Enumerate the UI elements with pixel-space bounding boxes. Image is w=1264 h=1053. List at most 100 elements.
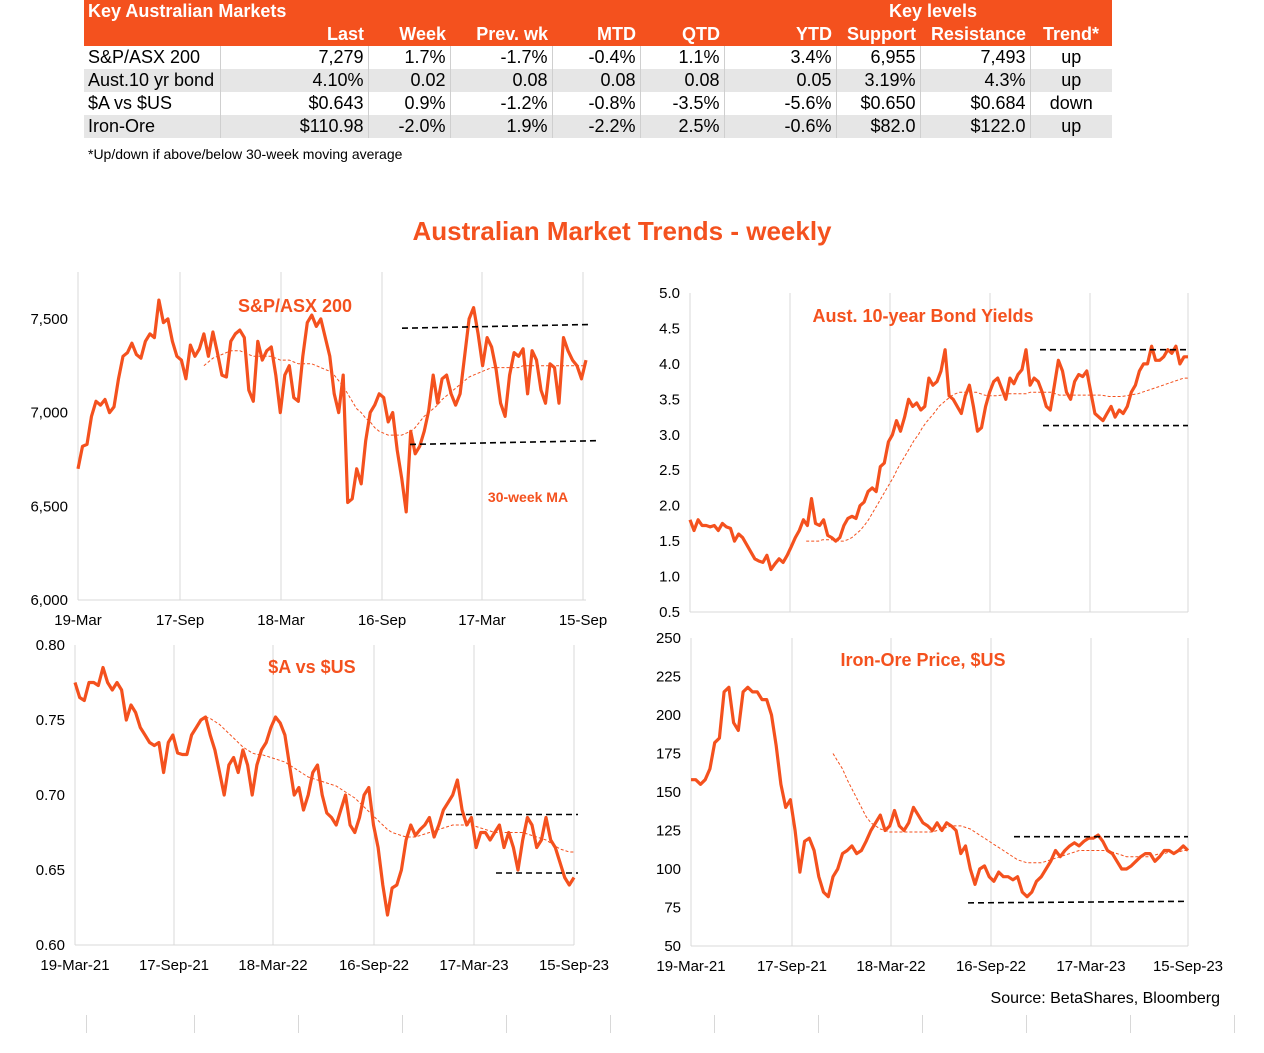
cell: -0.6%	[724, 115, 837, 138]
series-line	[688, 344, 1188, 572]
table-row: $A vs $US $0.643 0.9% -1.2% -0.8% -3.5% …	[84, 92, 1112, 115]
cell: 0.9%	[368, 92, 451, 115]
gridline-mark	[1026, 1015, 1027, 1033]
table-footnote: *Up/down if above/below 30-week moving a…	[88, 146, 403, 162]
col-week: Week	[368, 23, 450, 46]
y-tick-label: 50	[664, 938, 681, 955]
gridline-mark	[298, 1015, 299, 1033]
gridline-mark	[1130, 1015, 1131, 1033]
gridline-mark	[194, 1015, 195, 1033]
table-title: Key Australian Markets	[84, 0, 836, 23]
gridline-mark	[714, 1015, 715, 1033]
y-tick-label: 225	[656, 669, 681, 686]
y-tick-label: 200	[656, 707, 681, 724]
x-tick-label: 18-Mar-22	[238, 957, 307, 974]
cell: -2.2%	[552, 115, 641, 138]
moving-average-line	[806, 377, 1188, 542]
cell: 0.08	[450, 69, 553, 92]
cell: 1.7%	[368, 46, 451, 69]
series-line	[691, 685, 1190, 899]
row-label: Aust.10 yr bond	[84, 69, 221, 92]
cell: 2.5%	[640, 115, 725, 138]
y-tick-label: 3.5	[659, 391, 680, 408]
x-tick-label: 16-Sep-22	[339, 957, 409, 974]
gridline-mark	[818, 1015, 819, 1033]
moving-average-line	[205, 716, 574, 853]
y-tick-label: 6,500	[30, 498, 68, 515]
x-tick-label: 19-Mar-21	[40, 957, 109, 974]
cell: 7,493	[920, 46, 1031, 69]
y-tick-label: 4.5	[659, 320, 680, 337]
col-trend: Trend*	[1030, 23, 1112, 46]
x-tick-label: 19-Mar-21	[656, 958, 725, 975]
row-label: $A vs $US	[84, 92, 221, 115]
y-tick-label: 0.5	[659, 604, 680, 621]
y-tick-label: 75	[664, 900, 681, 917]
col-prev-wk: Prev. wk	[450, 23, 552, 46]
y-tick-label: 2.0	[659, 498, 680, 515]
y-tick-label: 5.0	[659, 285, 680, 302]
support-line	[967, 900, 1189, 904]
bottom-gridline-marks	[0, 1015, 1264, 1035]
y-tick-label: 6,000	[30, 592, 68, 609]
y-tick-label: 2.5	[659, 462, 680, 479]
y-tick-label: 0.75	[36, 712, 65, 729]
y-tick-label: 7,000	[30, 405, 68, 422]
source-note: Source: BetaShares, Bloomberg	[990, 990, 1220, 1007]
gridline-mark	[86, 1015, 87, 1033]
cell: 6,955	[836, 46, 921, 69]
chart-title: Iron-Ore Price, $US	[840, 650, 1005, 670]
cell: 3.4%	[724, 46, 837, 69]
cell: -1.2%	[450, 92, 553, 115]
table-row: S&P/ASX 200 7,279 1.7% -1.7% -0.4% 1.1% …	[84, 46, 1112, 69]
y-tick-label: 250	[656, 630, 681, 647]
cell: 3.19%	[836, 69, 921, 92]
table-row: Aust.10 yr bond 4.10% 0.02 0.08 0.08 0.0…	[84, 69, 1112, 92]
x-tick-label: 16-Sep-22	[956, 958, 1026, 975]
y-tick-label: 0.65	[36, 862, 65, 879]
col-last: Last	[220, 23, 368, 46]
row-label: S&P/ASX 200	[84, 46, 221, 69]
cell: -2.0%	[368, 115, 451, 138]
x-tick-label: 17-Mar-23	[439, 957, 508, 974]
y-tick-label: 1.0	[659, 569, 680, 586]
cell: -0.4%	[552, 46, 641, 69]
col-qtd: QTD	[640, 23, 724, 46]
y-tick-label: 150	[656, 784, 681, 801]
support-line	[409, 439, 599, 446]
cell: $0.650	[836, 92, 921, 115]
cell: 0.08	[640, 69, 725, 92]
y-tick-label: 125	[656, 823, 681, 840]
y-tick-label: 0.80	[36, 637, 65, 654]
x-tick-label: 17-Sep	[156, 612, 204, 629]
table-header-row: Last Week Prev. wk MTD QTD YTD Support R…	[84, 23, 1112, 46]
cell: -5.6%	[724, 92, 837, 115]
cell: 4.3%	[920, 69, 1031, 92]
cell: 1.1%	[640, 46, 725, 69]
x-tick-label: 17-Mar-23	[1056, 958, 1125, 975]
cell: up	[1030, 69, 1112, 92]
gridline-mark	[1234, 1015, 1235, 1033]
col-mtd: MTD	[552, 23, 640, 46]
row-label: Iron-Ore	[84, 115, 221, 138]
y-tick-label: 4.0	[659, 356, 680, 373]
gridline-mark	[922, 1015, 923, 1033]
cell: 0.02	[368, 69, 451, 92]
y-tick-label: 175	[656, 746, 681, 763]
y-tick-label: 1.5	[659, 533, 680, 550]
resistance-line	[401, 323, 591, 330]
cell: $110.98	[220, 115, 369, 138]
cell: 1.9%	[450, 115, 553, 138]
x-tick-label: 18-Mar	[257, 612, 305, 629]
moving-average-line	[832, 753, 1188, 864]
cell: 0.05	[724, 69, 837, 92]
x-tick-label: 17-Sep-21	[757, 958, 827, 975]
col-support: Support	[836, 23, 920, 46]
cell: 7,279	[220, 46, 369, 69]
table-row: Iron-Ore $110.98 -2.0% 1.9% -2.2% 2.5% -…	[84, 115, 1112, 138]
chart-title: $A vs $US	[268, 657, 355, 677]
y-tick-label: 100	[656, 861, 681, 878]
x-tick-label: 17-Sep-21	[139, 957, 209, 974]
